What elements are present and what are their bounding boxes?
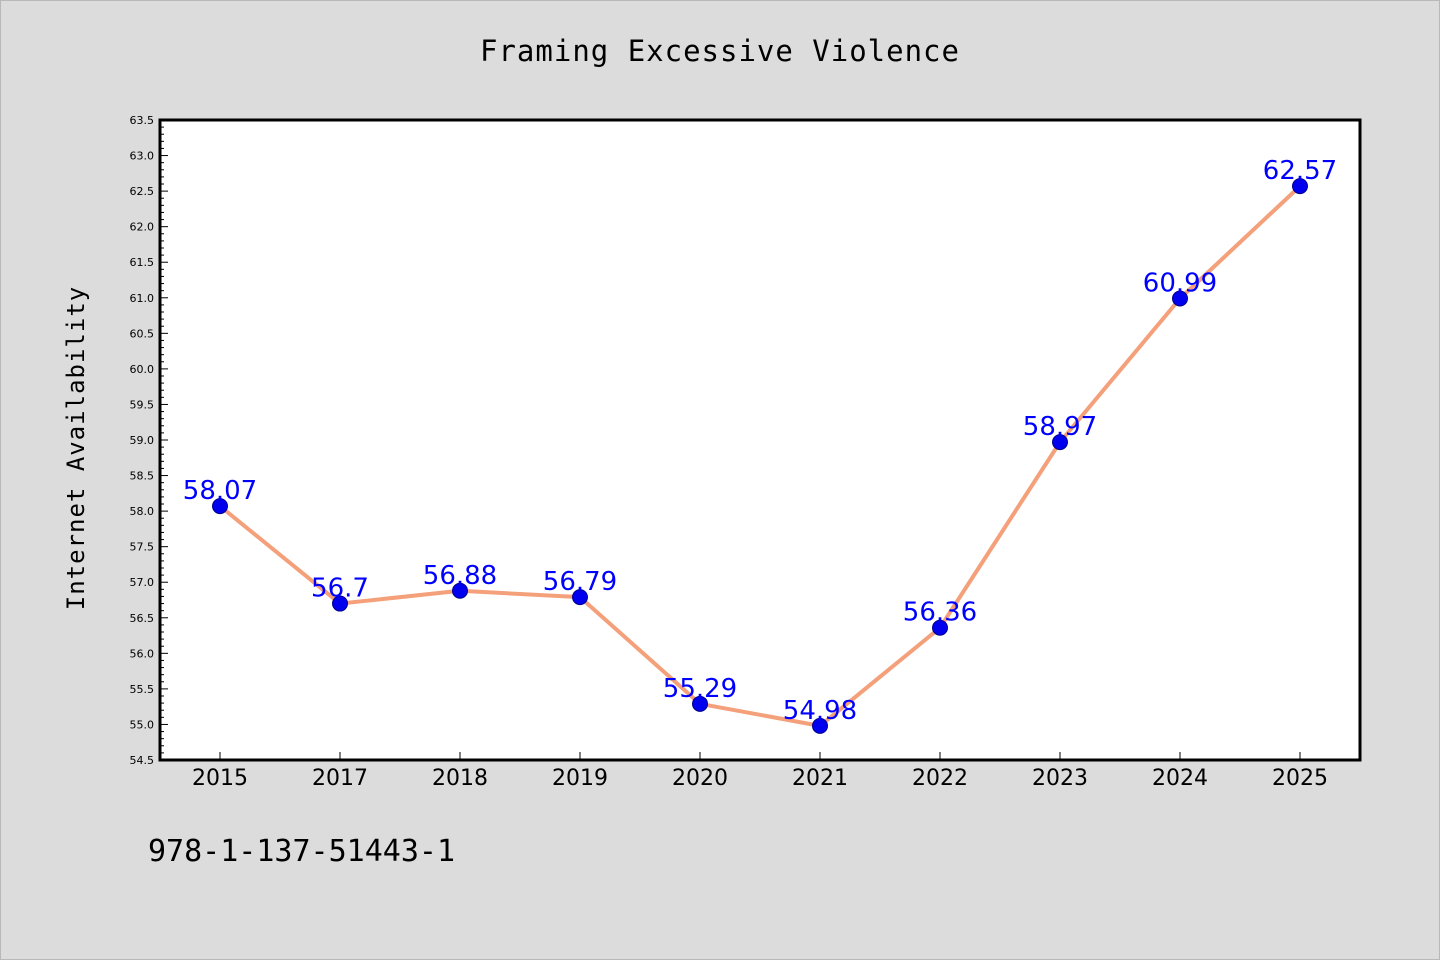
y-tick-label: 55.5 [130, 683, 155, 696]
data-point [1172, 290, 1188, 307]
y-tick-label: 62.0 [130, 221, 155, 234]
y-tick-label: 63.0 [130, 150, 155, 163]
data-label: 56.79 [543, 567, 617, 597]
data-point [332, 595, 348, 612]
data-label: 56.7 [311, 574, 369, 604]
data-point [692, 695, 708, 712]
x-tick-label: 2019 [552, 766, 608, 791]
y-tick-label: 58.0 [130, 505, 155, 518]
data-point [452, 582, 468, 599]
y-tick-label: 59.5 [130, 398, 155, 411]
y-tick-label: 61.0 [130, 292, 155, 305]
data-point [572, 589, 588, 606]
y-tick-label: 63.5 [130, 114, 155, 127]
y-tick-label: 59.0 [130, 434, 155, 447]
data-label: 60.99 [1143, 268, 1217, 298]
data-label: 58.07 [183, 476, 257, 506]
data-point [932, 619, 948, 636]
data-label: 56.88 [423, 561, 497, 591]
x-tick-label: 2022 [912, 766, 968, 791]
y-tick-label: 57.5 [130, 541, 155, 554]
data-point [812, 717, 828, 734]
data-point [212, 498, 228, 515]
x-tick-label: 2015 [192, 766, 248, 791]
series-line [218, 184, 1302, 728]
data-label: 58.97 [1023, 412, 1097, 442]
x-tick-label: 2023 [1032, 766, 1088, 791]
data-label: 56.36 [903, 598, 977, 628]
isbn-text: 978-1-137-51443-1 [148, 834, 456, 869]
x-tick-label: 2017 [312, 766, 368, 791]
y-tick-label: 60.0 [130, 363, 155, 376]
x-tick-label: 2024 [1152, 766, 1208, 791]
y-tick-label: 58.5 [130, 470, 155, 483]
plot-area [158, 118, 1362, 762]
y-tick-label: 54.5 [130, 754, 155, 767]
y-tick-label: 56.5 [130, 612, 155, 625]
x-tick-label: 2021 [792, 766, 848, 791]
data-point [1292, 178, 1308, 195]
y-tick-label: 61.5 [130, 256, 155, 269]
y-tick-label: 56.0 [130, 647, 155, 660]
y-tick-label: 60.5 [130, 327, 155, 340]
y-tick-label: 57.0 [130, 576, 155, 589]
data-label: 55.29 [663, 674, 737, 704]
x-tick-label: 2025 [1272, 766, 1328, 791]
data-point [1052, 434, 1068, 451]
chart-title: Framing Excessive Violence [480, 34, 960, 68]
data-label: 54.98 [783, 696, 857, 726]
y-tick-label: 55.0 [130, 718, 155, 731]
x-tick-label: 2020 [672, 766, 728, 791]
data-label: 62.57 [1263, 156, 1337, 186]
x-tick-label: 2018 [432, 766, 488, 791]
y-tick-label: 62.5 [130, 185, 155, 198]
